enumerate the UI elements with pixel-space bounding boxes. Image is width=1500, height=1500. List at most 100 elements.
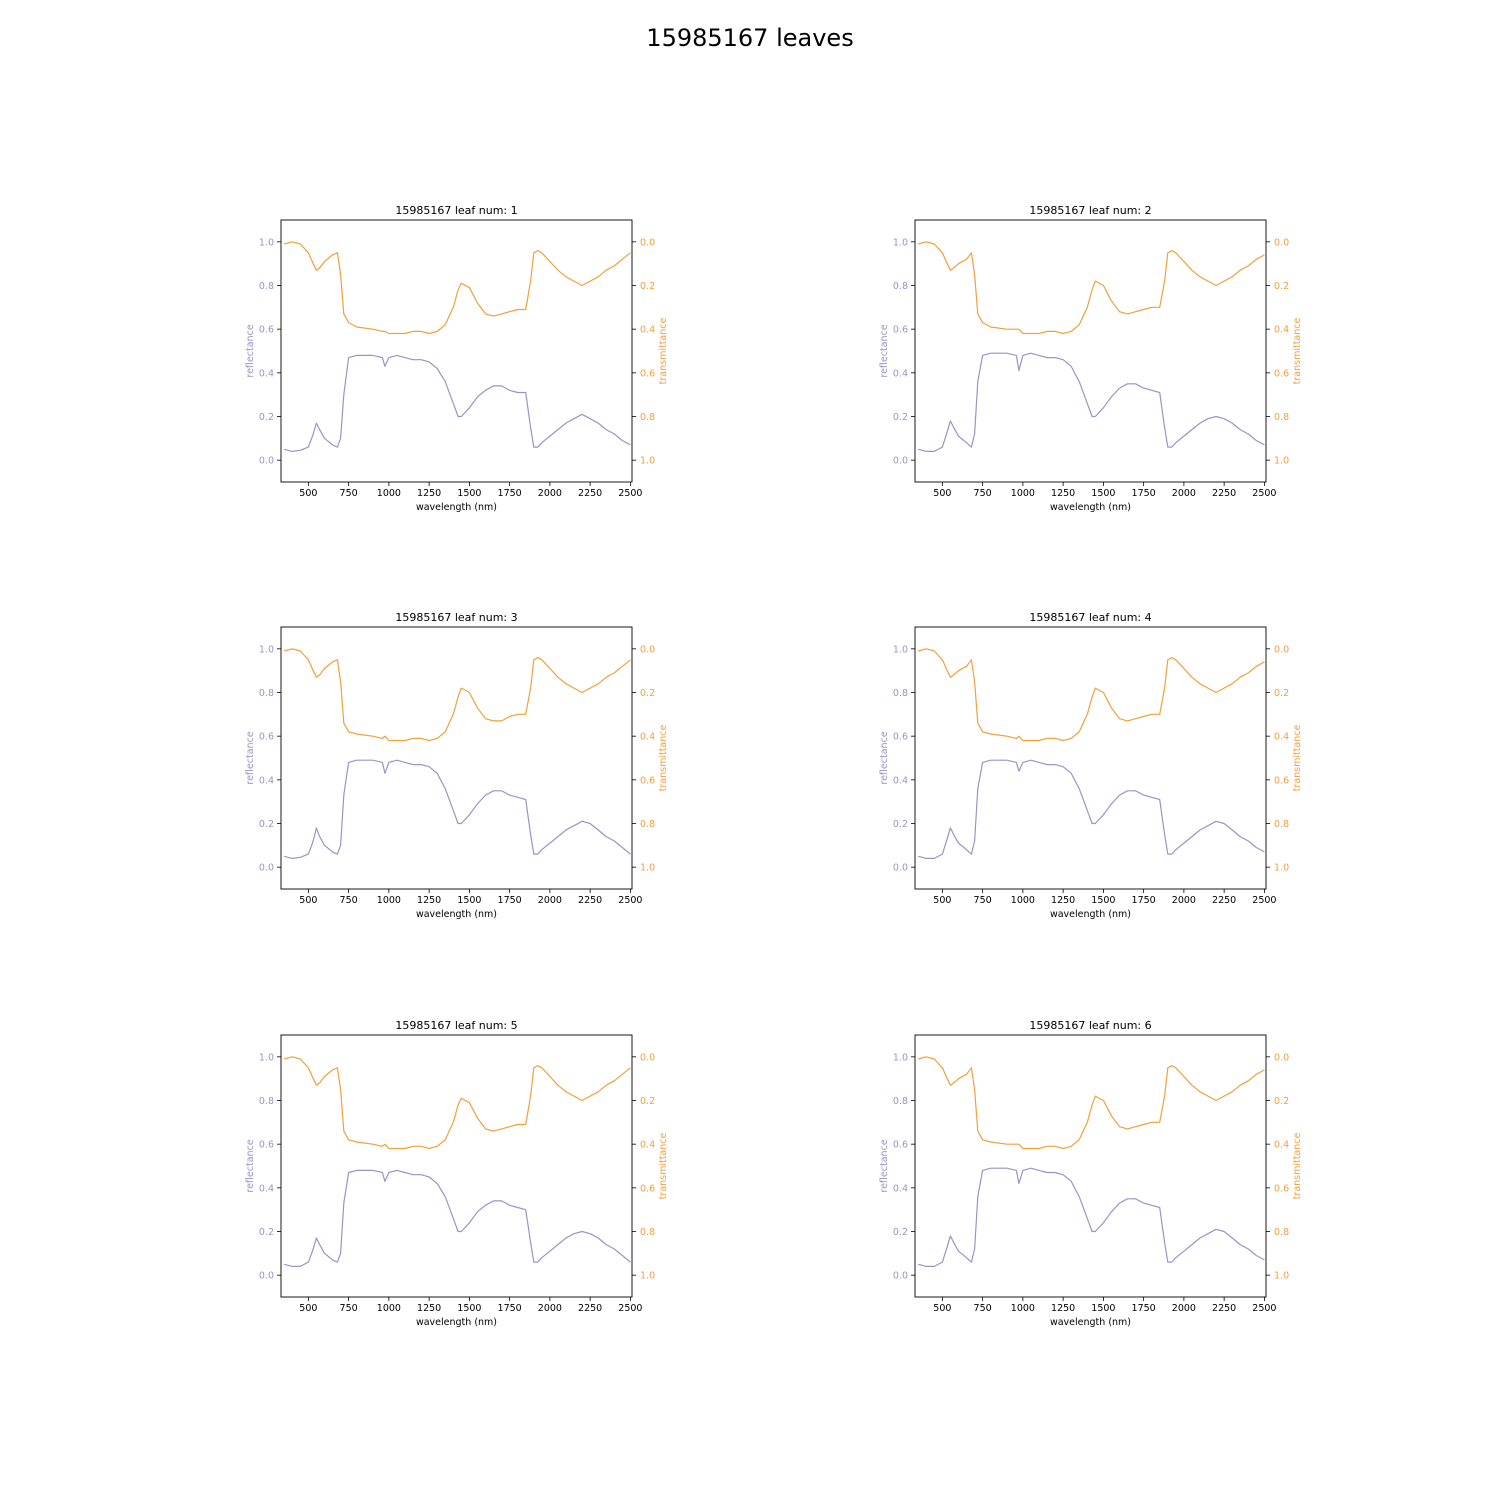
- subplot-5: 15985167 leaf num: 5 500 750 1000 1250 1500 17…: [245, 1019, 669, 1328]
- y2-tick-label: 0.8: [1274, 819, 1289, 830]
- x-tick-label: 1000: [1011, 1303, 1035, 1314]
- x-tick-label: 1750: [498, 1303, 522, 1314]
- x-tick-label: 2500: [618, 895, 642, 906]
- x-tick-label: 750: [974, 488, 992, 499]
- y-tick-label: 0.4: [893, 1183, 908, 1194]
- y2-tick-label: 0.6: [640, 1183, 655, 1194]
- transmittance-line: [284, 1056, 631, 1150]
- y-tick-label: 0.6: [893, 1140, 908, 1151]
- y2-tick-label: 1.0: [640, 863, 655, 874]
- x-tick-label: 2000: [538, 895, 562, 906]
- x-tick-label: 1000: [377, 488, 401, 499]
- x-tick-label: 2000: [1172, 895, 1196, 906]
- reflectance-line: [284, 1169, 631, 1268]
- x-tick-label: 2250: [1212, 895, 1236, 906]
- y2-tick-label: 0.8: [640, 819, 655, 830]
- y-tick-label: 0.0: [893, 863, 908, 874]
- y-tick-label: 0.2: [893, 819, 908, 830]
- reflectance-line: [918, 1167, 1265, 1268]
- x-tick-label: 1000: [377, 895, 401, 906]
- y2-tick-label: 0.4: [640, 325, 655, 336]
- x-tick-label: 750: [974, 895, 992, 906]
- y2-tick-label: 0.4: [1274, 732, 1289, 743]
- x-axis-label: wavelength (nm): [1050, 909, 1131, 920]
- x-tick-label: 1250: [417, 488, 441, 499]
- plot-frame: [914, 1034, 1267, 1298]
- y2-tick-label: 0.4: [1274, 325, 1289, 336]
- y2-tick-label: 0.0: [1274, 644, 1289, 655]
- x-tick-label: 1500: [1091, 488, 1115, 499]
- y2-tick-label: 0.0: [1274, 1052, 1289, 1063]
- x-tick-label: 1250: [1051, 895, 1075, 906]
- y-tick-label: 1.0: [259, 237, 274, 248]
- y-axis-label: reflectance: [245, 731, 256, 784]
- x-tick-label: 2500: [1252, 488, 1276, 499]
- transmittance-line: [918, 648, 1265, 742]
- y2-tick-label: 0.8: [1274, 412, 1289, 423]
- x-tick-label: 500: [933, 895, 951, 906]
- x-tick-label: 2000: [1172, 1303, 1196, 1314]
- y2-axis-label: transmittance: [1292, 318, 1303, 385]
- x-tick-label: 750: [974, 1303, 992, 1314]
- subplot-title: 15985167 leaf num: 4: [1029, 611, 1151, 624]
- y-tick-label: 0.6: [259, 325, 274, 336]
- transmittance-line: [918, 241, 1265, 335]
- y2-axis-label: transmittance: [658, 1133, 669, 1200]
- x-tick-label: 750: [340, 488, 358, 499]
- y2-tick-label: 0.0: [640, 237, 655, 248]
- y2-tick-label: 0.6: [640, 368, 655, 379]
- y-tick-label: 0.4: [893, 368, 908, 379]
- y-axis-label: reflectance: [879, 731, 890, 784]
- y2-tick-label: 0.6: [640, 775, 655, 786]
- subplot-2: 15985167 leaf num: 2 500 750 1000 1250 1500 17…: [879, 204, 1303, 513]
- y2-tick-label: 0.6: [1274, 1183, 1289, 1194]
- y2-tick-label: 0.2: [1274, 688, 1289, 699]
- y2-tick-label: 0.0: [640, 1052, 655, 1063]
- transmittance-line: [918, 1056, 1265, 1150]
- y2-tick-label: 0.4: [1274, 1140, 1289, 1151]
- y-tick-label: 0.8: [259, 281, 274, 292]
- y-tick-label: 0.8: [893, 1096, 908, 1107]
- x-tick-label: 500: [933, 1303, 951, 1314]
- y2-tick-label: 0.2: [1274, 281, 1289, 292]
- x-tick-label: 500: [299, 895, 317, 906]
- x-tick-label: 1750: [498, 895, 522, 906]
- y-tick-label: 0.8: [259, 1096, 274, 1107]
- reflectance-line: [918, 352, 1265, 452]
- y-tick-label: 0.8: [259, 688, 274, 699]
- y-tick-label: 0.0: [259, 456, 274, 467]
- y-tick-label: 0.2: [259, 412, 274, 423]
- reflectance-line: [918, 759, 1265, 860]
- y2-tick-label: 0.6: [1274, 775, 1289, 786]
- x-tick-label: 2250: [578, 895, 602, 906]
- y-axis-label: reflectance: [879, 1139, 890, 1192]
- transmittance-line: [284, 648, 631, 742]
- y-tick-label: 0.2: [893, 412, 908, 423]
- y-tick-label: 0.0: [893, 1271, 908, 1282]
- x-tick-label: 2500: [618, 488, 642, 499]
- x-tick-label: 1500: [457, 895, 481, 906]
- y-tick-label: 0.0: [893, 456, 908, 467]
- subplot-4: 15985167 leaf num: 4 500 750 1000 1250 1500 17…: [879, 611, 1303, 920]
- y2-tick-label: 0.4: [640, 732, 655, 743]
- subplot-title: 15985167 leaf num: 2: [1029, 204, 1151, 217]
- x-tick-label: 1000: [1011, 488, 1035, 499]
- x-tick-label: 500: [933, 488, 951, 499]
- y-tick-label: 0.4: [893, 775, 908, 786]
- y-tick-label: 0.4: [259, 1183, 274, 1194]
- x-tick-label: 1750: [1132, 488, 1156, 499]
- y2-tick-label: 1.0: [1274, 1271, 1289, 1282]
- x-tick-label: 1500: [1091, 1303, 1115, 1314]
- y2-tick-label: 0.2: [640, 688, 655, 699]
- subplot-3: 15985167 leaf num: 3 500 750 1000 1250 1500 17…: [245, 611, 669, 920]
- x-tick-label: 2000: [538, 488, 562, 499]
- x-axis-label: wavelength (nm): [1050, 1317, 1131, 1328]
- x-tick-label: 750: [340, 1303, 358, 1314]
- x-tick-label: 500: [299, 488, 317, 499]
- subplot-title: 15985167 leaf num: 6: [1029, 1019, 1151, 1032]
- x-axis-label: wavelength (nm): [416, 909, 497, 920]
- y-axis-label: reflectance: [245, 324, 256, 377]
- x-tick-label: 1250: [1051, 488, 1075, 499]
- plot-frame: [914, 219, 1267, 483]
- x-axis-label: wavelength (nm): [1050, 502, 1131, 513]
